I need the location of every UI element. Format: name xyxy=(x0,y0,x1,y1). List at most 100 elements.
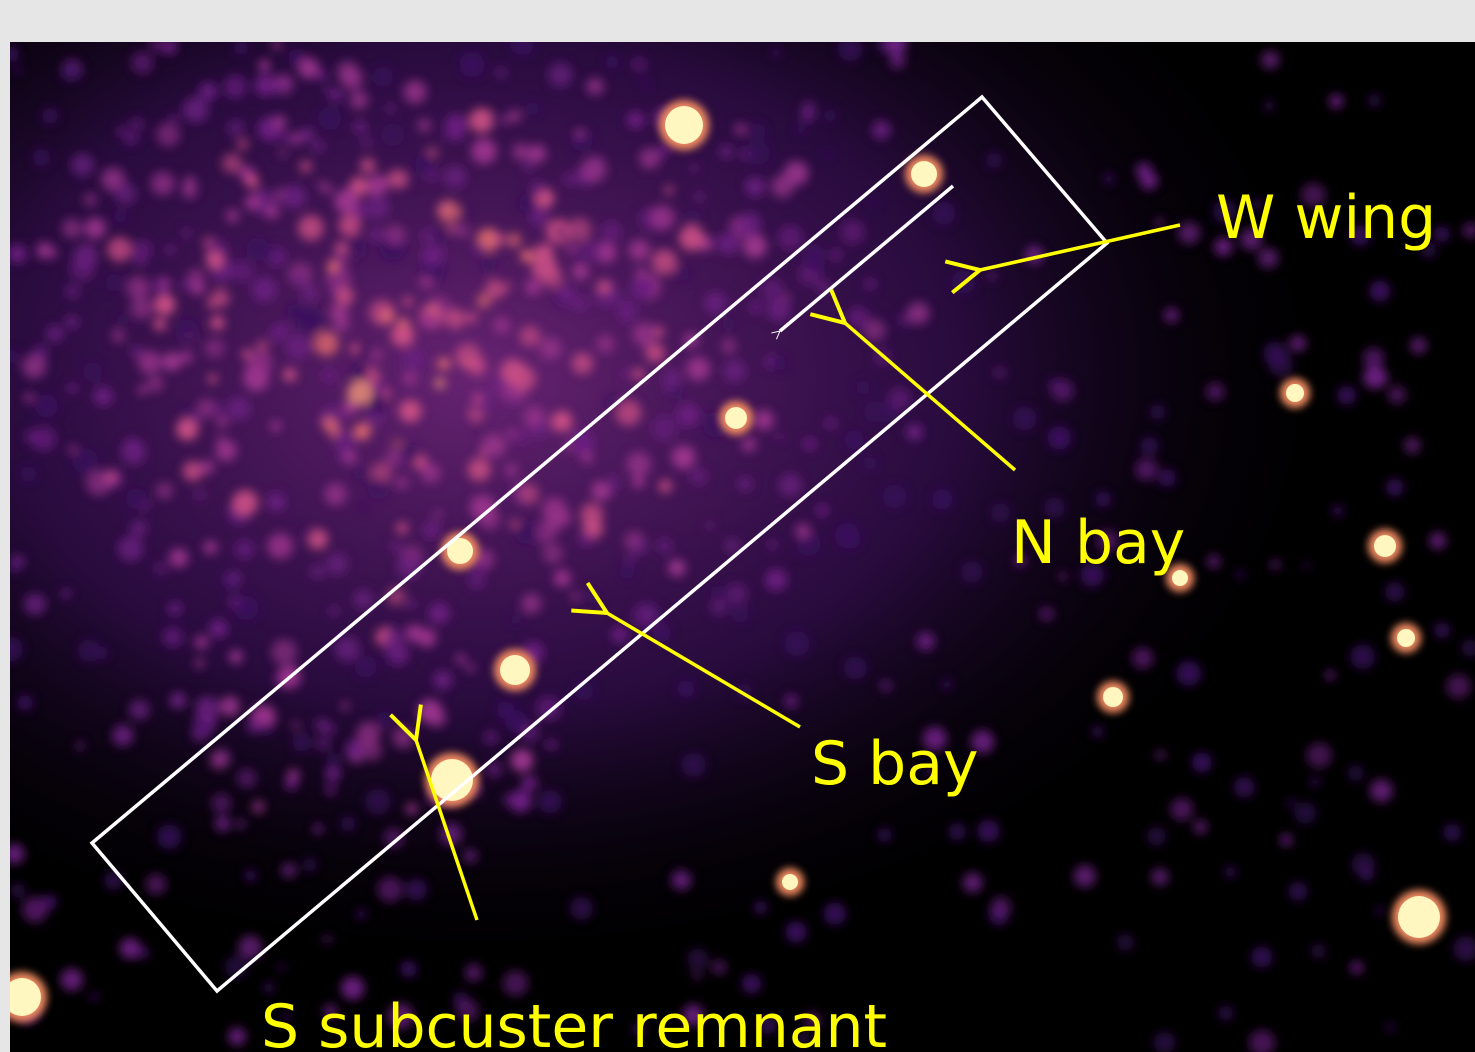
s-bay-arrow xyxy=(607,613,801,729)
emission-blob xyxy=(325,784,336,795)
emission-blob xyxy=(301,128,314,142)
emission-blob xyxy=(847,306,869,329)
emission-blob xyxy=(458,208,470,220)
emission-blob xyxy=(194,719,208,733)
emission-blob xyxy=(335,286,354,306)
emission-blob xyxy=(330,304,349,323)
emission-blob xyxy=(456,999,479,1022)
emission-blob xyxy=(131,51,154,74)
emission-blob xyxy=(204,338,225,359)
emission-blob xyxy=(200,460,215,475)
emission-blob xyxy=(508,109,521,122)
emission-blob xyxy=(377,876,403,903)
emission-blob xyxy=(301,284,319,303)
emission-blob xyxy=(777,224,803,250)
emission-blob xyxy=(169,113,180,124)
emission-blob xyxy=(778,473,803,498)
emission-blob xyxy=(391,323,415,347)
emission-blob xyxy=(365,409,384,427)
emission-blob xyxy=(132,240,152,260)
emission-blob xyxy=(219,696,240,717)
emission-blob xyxy=(596,334,615,354)
emission-blob xyxy=(353,589,374,610)
emission-blob xyxy=(1014,555,1026,566)
emission-blob xyxy=(146,375,164,392)
emission-blob xyxy=(322,722,336,736)
emission-blob xyxy=(329,605,340,617)
emission-blob xyxy=(72,448,98,474)
emission-blob xyxy=(334,189,360,214)
emission-blob xyxy=(385,103,395,113)
emission-blob xyxy=(126,276,150,300)
emission-blob xyxy=(527,144,547,163)
emission-blob xyxy=(437,357,450,370)
emission-blob xyxy=(539,337,562,360)
emission-blob xyxy=(437,200,460,223)
emission-blob xyxy=(1461,639,1475,657)
emission-blob xyxy=(520,249,533,262)
emission-blob xyxy=(326,752,342,768)
emission-blob xyxy=(571,252,583,264)
emission-blob xyxy=(349,176,369,196)
emission-blob xyxy=(226,396,251,421)
emission-blob xyxy=(232,489,258,516)
emission-blob xyxy=(22,896,48,923)
emission-blob xyxy=(66,382,79,395)
emission-blob xyxy=(1309,777,1320,788)
emission-blob xyxy=(1251,198,1264,211)
emission-blob xyxy=(628,239,650,261)
emission-blob xyxy=(824,416,838,430)
emission-blob xyxy=(214,815,231,832)
emission-blob xyxy=(347,380,373,406)
emission-blob xyxy=(600,221,622,243)
emission-blob xyxy=(737,212,762,237)
emission-blob xyxy=(567,217,592,242)
emission-blob xyxy=(386,656,396,666)
emission-blob xyxy=(844,430,864,450)
emission-blob xyxy=(276,962,286,972)
emission-blob xyxy=(263,982,275,994)
emission-blob xyxy=(916,632,935,651)
emission-blob xyxy=(822,149,831,159)
emission-blob xyxy=(754,900,768,915)
point-source xyxy=(665,106,703,144)
emission-blob xyxy=(325,766,341,782)
emission-blob xyxy=(695,192,705,202)
emission-blob xyxy=(362,740,383,761)
emission-blob xyxy=(584,587,601,604)
emission-blob xyxy=(471,108,495,132)
emission-blob xyxy=(251,277,277,303)
emission-blob xyxy=(399,399,422,423)
emission-blob xyxy=(768,540,777,550)
emission-blob xyxy=(1224,866,1237,878)
emission-blob xyxy=(572,263,589,280)
emission-blob xyxy=(154,561,168,575)
emission-blob xyxy=(138,350,162,375)
emission-blob xyxy=(626,111,645,129)
emission-blob xyxy=(434,228,449,243)
emission-blob xyxy=(321,367,337,383)
emission-blob xyxy=(693,971,702,980)
emission-blob xyxy=(521,593,542,614)
emission-blob xyxy=(105,273,123,292)
emission-blob xyxy=(247,719,261,734)
emission-blob xyxy=(228,595,242,609)
emission-blob xyxy=(401,444,421,464)
emission-blob xyxy=(421,247,440,266)
emission-blob xyxy=(653,326,665,337)
emission-blob xyxy=(364,788,391,815)
emission-blob xyxy=(1375,906,1384,915)
emission-blob xyxy=(434,377,446,389)
emission-blob xyxy=(333,430,355,453)
emission-blob xyxy=(243,365,269,391)
emission-blob xyxy=(307,528,329,550)
emission-blob xyxy=(234,539,255,560)
emission-blob xyxy=(722,318,735,331)
emission-blob xyxy=(771,356,786,371)
emission-blob xyxy=(303,858,317,872)
emission-blob xyxy=(676,403,700,427)
emission-blob xyxy=(428,305,438,314)
emission-blob xyxy=(124,132,138,145)
emission-blob xyxy=(298,215,324,241)
